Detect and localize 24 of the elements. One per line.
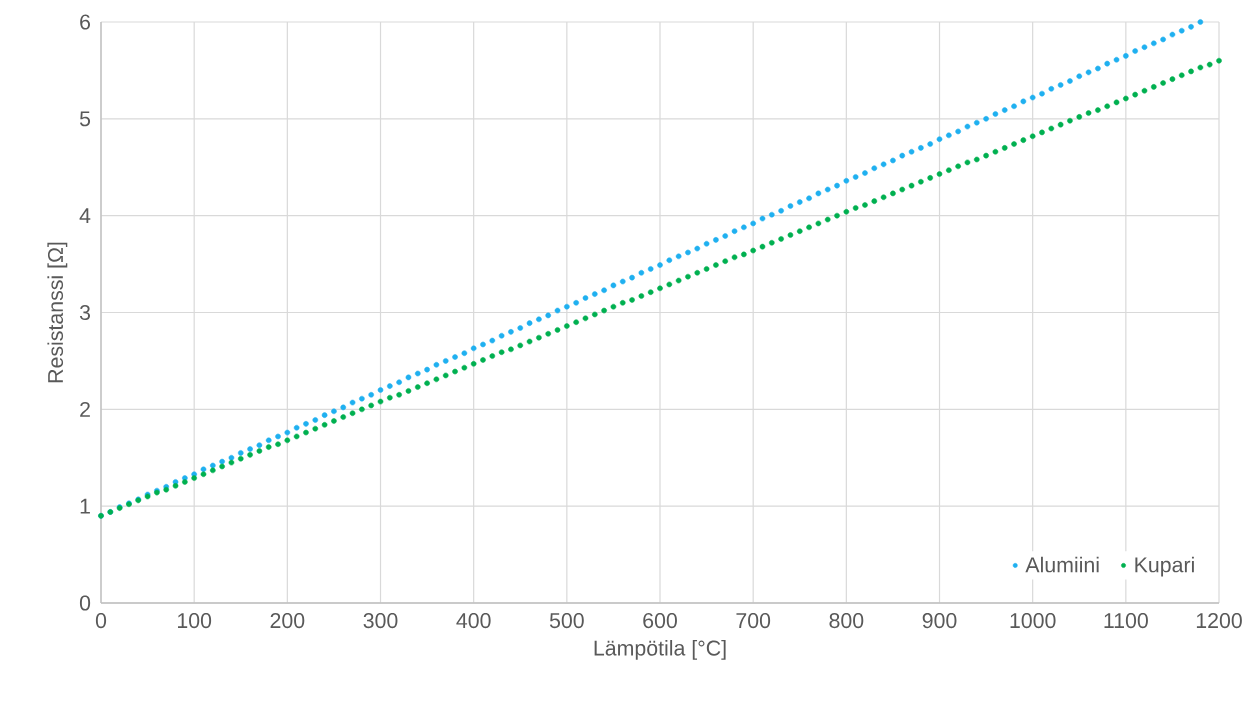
legend-label: Alumiini [1025, 556, 1099, 573]
y-axis-title: Resistanssi [Ω] [47, 242, 68, 383]
x-tick-label: 1000 [1010, 613, 1056, 629]
x-tick-label: 500 [549, 613, 584, 629]
y-tick-label: 5 [79, 111, 91, 127]
x-tick-label: 100 [178, 613, 212, 629]
x-tick-label: 300 [363, 613, 398, 629]
y-tick-label: 3 [79, 304, 91, 321]
y-tick-label: 0 [79, 595, 91, 611]
x-tick-label: 600 [643, 613, 677, 629]
y-tick-label: 6 [80, 14, 91, 30]
y-tick-label: 4 [79, 208, 91, 224]
x-axis-title: Lämpötila [°C] [594, 639, 726, 660]
x-tick-label: 1200 [1196, 613, 1242, 629]
x-tick-label: 1100 [1104, 613, 1148, 629]
x-tick-label: 900 [922, 613, 957, 629]
y-tick-label: 2 [80, 401, 90, 417]
x-tick-label: 700 [736, 613, 771, 629]
x-tick-label: 800 [829, 613, 864, 629]
x-tick-label: 200 [270, 613, 305, 629]
legend-label: Kupari [1135, 556, 1194, 577]
x-tick-label: 400 [456, 613, 491, 629]
y-tick-label: 1 [80, 498, 90, 514]
x-tick-label: 0 [95, 613, 107, 629]
